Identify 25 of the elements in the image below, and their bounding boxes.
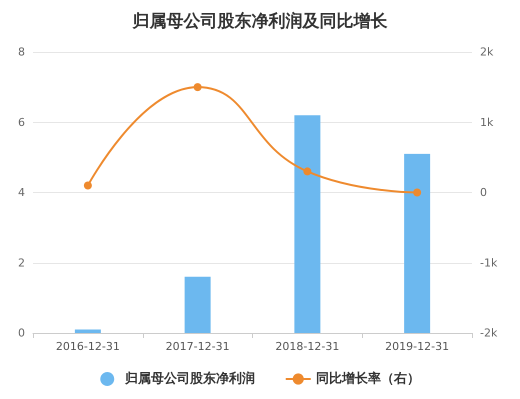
bar — [74, 329, 101, 333]
legend-label: 归属母公司股东净利润 — [124, 370, 255, 386]
bar — [404, 154, 430, 333]
point — [84, 181, 92, 190]
y-tick-label: 0 — [18, 326, 25, 340]
y-tick-label: 2 — [18, 256, 25, 270]
bar — [294, 115, 320, 333]
x-tick-label: 2019-12-31 — [385, 340, 450, 353]
y2-tick-label: 0 — [480, 186, 487, 199]
chart-title: 归属母公司股东净利润及同比增长 — [132, 12, 388, 32]
y-tick-label: 4 — [18, 186, 25, 199]
x-tick-label: 2016-12-31 — [56, 340, 120, 353]
legend-label: 同比增长率（右） — [316, 370, 420, 386]
point — [413, 188, 422, 196]
x-tick-label: 2017-12-31 — [166, 340, 230, 353]
y-tick-label: 6 — [18, 116, 25, 129]
x-tick-label: 2018-12-31 — [275, 340, 340, 353]
y2-tick-label: -2k — [480, 326, 498, 340]
y2-tick-label: -1k — [480, 256, 498, 270]
y2-tick-label: 1k — [480, 116, 494, 129]
bar — [184, 276, 211, 333]
point — [303, 167, 312, 176]
y-tick-label: 8 — [18, 46, 25, 58]
y2-tick-label: 2k — [480, 46, 494, 58]
point — [194, 83, 202, 92]
